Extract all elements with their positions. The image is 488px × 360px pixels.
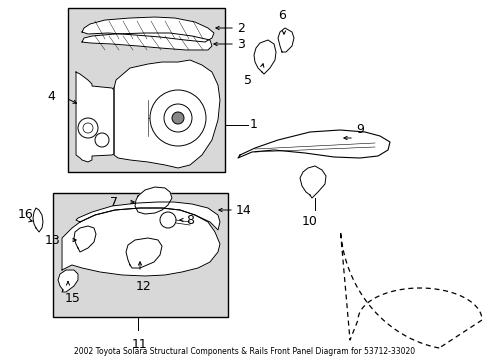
Circle shape [95, 133, 109, 147]
Text: 2002 Toyota Solara Structural Components & Rails Front Panel Diagram for 53712-3: 2002 Toyota Solara Structural Components… [74, 347, 414, 356]
Polygon shape [82, 17, 214, 42]
Text: 16: 16 [18, 208, 34, 221]
Circle shape [78, 118, 98, 138]
Circle shape [172, 112, 183, 124]
Polygon shape [74, 226, 96, 252]
Text: 5: 5 [244, 73, 251, 86]
Polygon shape [135, 187, 172, 214]
Polygon shape [58, 270, 78, 292]
Circle shape [83, 123, 93, 133]
Polygon shape [126, 238, 162, 268]
Circle shape [163, 104, 192, 132]
Polygon shape [253, 40, 275, 74]
Circle shape [150, 90, 205, 146]
Text: 6: 6 [278, 9, 285, 22]
Polygon shape [62, 208, 220, 276]
Text: 12: 12 [136, 280, 151, 293]
Bar [53, 193, 227, 317]
Polygon shape [299, 166, 325, 198]
Bar [68, 8, 224, 172]
Text: 8: 8 [185, 213, 194, 226]
Text: 9: 9 [355, 123, 363, 136]
Polygon shape [114, 60, 220, 168]
Polygon shape [76, 202, 220, 230]
Polygon shape [278, 28, 293, 52]
Text: 2: 2 [237, 22, 244, 35]
Text: 1: 1 [249, 118, 257, 131]
Circle shape [160, 212, 176, 228]
Text: 15: 15 [65, 292, 81, 305]
Polygon shape [82, 33, 212, 50]
Text: 7: 7 [110, 195, 118, 208]
Polygon shape [33, 208, 43, 232]
Text: 11: 11 [132, 338, 147, 351]
Text: 14: 14 [236, 203, 251, 216]
Text: 13: 13 [44, 234, 60, 247]
Polygon shape [76, 72, 114, 162]
Text: 4: 4 [47, 90, 55, 103]
Text: 3: 3 [237, 37, 244, 50]
Polygon shape [238, 130, 389, 158]
Text: 10: 10 [302, 215, 317, 228]
